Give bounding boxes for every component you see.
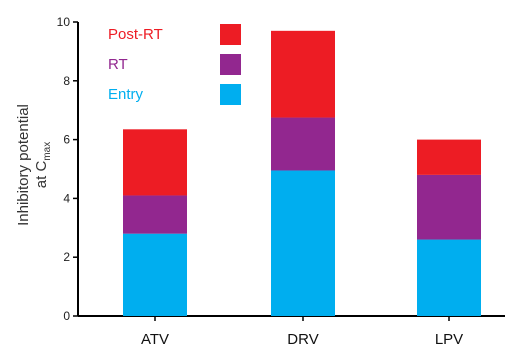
bars	[123, 30, 481, 316]
y-axis-label: Inhibitory potential at Cmax	[15, 104, 53, 226]
y-tick-label: 2	[63, 250, 70, 264]
bar-atv-entry	[123, 233, 187, 316]
bar-lpv-post-rt	[417, 139, 481, 175]
y-axis-label-subscript: max	[42, 142, 53, 161]
bar-lpv-rt	[417, 174, 481, 240]
y-axis-label-line2-main: at C	[33, 161, 50, 189]
bar-drv-post-rt	[271, 30, 335, 118]
legend-swatch-post-rt	[220, 24, 241, 45]
y-tick-label: 10	[57, 15, 71, 29]
bar-atv-post-rt	[123, 129, 187, 196]
bar-drv-rt	[271, 117, 335, 171]
legend: Post-RT RT Entry	[108, 24, 241, 105]
legend-swatch-entry	[220, 84, 241, 105]
legend-label-entry: Entry	[108, 86, 144, 103]
y-tick-label: 4	[63, 191, 70, 205]
y-tick-label: 0	[63, 309, 70, 323]
x-tick-label: LPV	[435, 331, 463, 348]
bar-atv-rt	[123, 195, 187, 234]
bar-drv-entry	[271, 170, 335, 316]
y-axis-label-line2: at Cmax	[33, 142, 53, 188]
legend-swatch-rt	[220, 54, 241, 75]
bar-lpv-entry	[417, 239, 481, 316]
legend-label-rt: RT	[108, 56, 128, 73]
x-tick-label: ATV	[141, 331, 169, 348]
x-tick-label: DRV	[287, 331, 318, 348]
y-axis-label-line1: Inhibitory potential	[15, 104, 32, 226]
y-tick-label: 8	[63, 74, 70, 88]
legend-label-post-rt: Post-RT	[108, 26, 163, 43]
y-tick-label: 6	[63, 133, 70, 147]
